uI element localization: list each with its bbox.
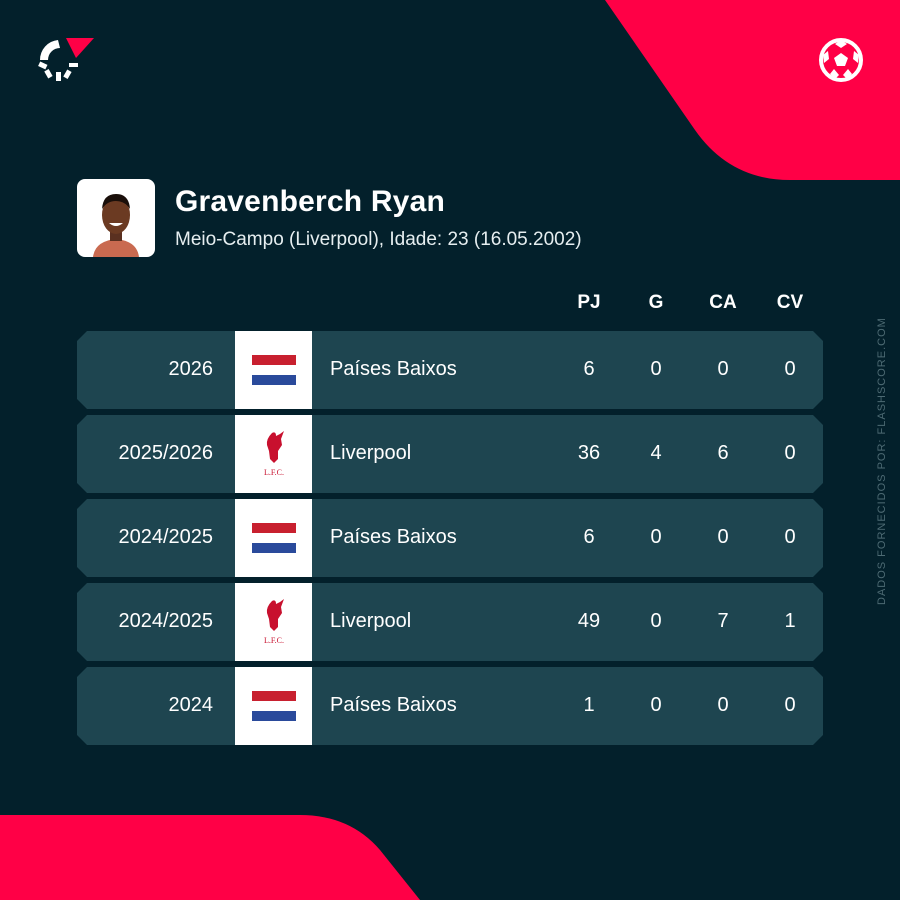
season: 2026 <box>168 358 214 380</box>
season: 2025/2026 <box>118 442 213 464</box>
player-subtitle: Meio-Campo (Liverpool), Idade: 23 (16.05… <box>175 229 582 250</box>
netherlands-flag-icon <box>251 523 296 553</box>
stat-g: 0 <box>650 526 662 548</box>
netherlands-flag-icon <box>251 355 296 385</box>
team-logo <box>235 499 312 577</box>
column-header-pj: PJ <box>577 292 601 313</box>
column-header-ca: CA <box>709 292 737 313</box>
stats-row: 2026 Países Baixos 6 0 0 0 <box>77 331 823 409</box>
stat-ca: 0 <box>717 526 729 548</box>
stat-cv: 0 <box>784 442 796 464</box>
data-source-credit: DADOS FORNECIDOS POR: FLASHSCORE.COM <box>876 317 888 605</box>
team-logo: L.F.C. <box>235 415 312 493</box>
stats-row: 2024/2025 Países Baixos 6 0 0 0 <box>77 499 823 577</box>
stat-pj: 36 <box>577 442 601 464</box>
stat-cv: 0 <box>784 526 796 548</box>
stats-row: 2024 Países Baixos 1 0 0 0 <box>77 667 823 745</box>
column-header-g: G <box>648 292 664 313</box>
stat-ca: 6 <box>717 442 729 464</box>
stat-pj: 49 <box>577 610 601 632</box>
stat-g: 0 <box>650 358 662 380</box>
stat-ca: 0 <box>717 694 729 716</box>
team-name: Países Baixos <box>330 694 457 716</box>
stat-cv: 0 <box>784 694 796 716</box>
team-logo: L.F.C. <box>235 583 312 661</box>
player-avatar-icon <box>93 194 139 257</box>
column-header-cv: CV <box>776 292 804 313</box>
football-icon <box>819 38 863 82</box>
stats-row: 2025/2026 L.F.C. Liverpool 36 4 6 0 <box>77 415 823 493</box>
player-name: Gravenberch Ryan <box>175 185 445 218</box>
stat-cv: 0 <box>784 358 796 380</box>
stat-g: 0 <box>650 610 662 632</box>
team-name: Liverpool <box>330 610 412 632</box>
team-logo <box>235 331 312 409</box>
bottom-left-accent <box>0 815 420 900</box>
flashscore-logo-icon <box>38 38 94 81</box>
liverpool-crest-icon: L.F.C. <box>263 431 284 477</box>
netherlands-flag-icon <box>251 691 296 721</box>
stat-ca: 0 <box>717 358 729 380</box>
stat-pj: 1 <box>583 694 595 716</box>
team-name: Liverpool <box>330 442 412 464</box>
season: 2024/2025 <box>118 526 213 548</box>
liverpool-crest-icon: L.F.C. <box>263 599 284 645</box>
stat-cv: 1 <box>784 610 796 632</box>
stat-ca: 7 <box>717 610 729 632</box>
stats-row: 2024/2025 L.F.C. Liverpool 49 0 7 1 <box>77 583 823 661</box>
season: 2024 <box>168 694 214 716</box>
crest-text: L.F.C. <box>263 468 283 477</box>
stat-g: 0 <box>650 694 662 716</box>
team-name: Países Baixos <box>330 358 457 380</box>
stat-pj: 6 <box>583 358 595 380</box>
top-right-accent <box>480 0 900 180</box>
team-name: Países Baixos <box>330 526 457 548</box>
season: 2024/2025 <box>118 610 213 632</box>
crest-text: L.F.C. <box>263 636 283 645</box>
stat-g: 4 <box>650 442 662 464</box>
team-logo <box>235 667 312 745</box>
player-photo <box>77 179 155 257</box>
stat-pj: 6 <box>583 526 595 548</box>
